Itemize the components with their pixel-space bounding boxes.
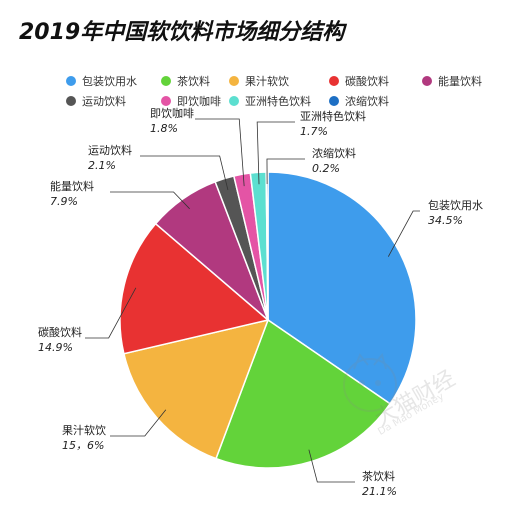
pie-slice xyxy=(119,222,270,355)
legend-label: 包装饮用水 xyxy=(82,75,137,88)
leader-line xyxy=(308,449,355,483)
slice-value-label: 0.2% xyxy=(312,162,340,175)
legend-swatch xyxy=(229,96,239,106)
legend-swatch xyxy=(66,96,76,106)
pie-slice xyxy=(267,171,417,405)
legend-item: 包装饮用水 xyxy=(66,73,137,89)
legend-swatch xyxy=(161,96,171,106)
legend-label: 运动饮料 xyxy=(82,95,126,108)
legend-swatch xyxy=(161,76,171,86)
legend-label: 果汁软饮 xyxy=(245,75,289,88)
legend-item: 果汁软饮 xyxy=(229,73,289,89)
legend-label: 碳酸饮料 xyxy=(345,75,389,88)
slice-name-label: 碳酸饮料 xyxy=(38,325,82,339)
legend-swatch xyxy=(329,96,339,106)
legend-item: 碳酸饮料 xyxy=(329,73,389,89)
legend-swatch xyxy=(229,76,239,86)
slice-value-label: 1.8% xyxy=(150,122,178,135)
slice-value-label: 21.1% xyxy=(362,485,397,498)
slice-value-label: 2.1% xyxy=(88,159,116,172)
slice-name-label: 能量饮料 xyxy=(50,179,94,193)
leader-line xyxy=(266,158,305,185)
legend-swatch xyxy=(422,76,432,86)
slice-value-label: 34.5% xyxy=(428,214,463,227)
leader-line xyxy=(140,155,229,191)
slice-value-label: 15，6% xyxy=(62,439,104,452)
legend-label: 能量饮料 xyxy=(438,75,482,88)
pie-slice xyxy=(215,318,392,469)
legend-swatch xyxy=(66,76,76,86)
pie-slice xyxy=(122,318,270,460)
legend-item: 亚洲特色饮料 xyxy=(229,93,311,109)
slice-value-label: 7.9% xyxy=(50,195,78,208)
legend-item: 能量饮料 xyxy=(422,73,482,89)
legend-item: 运动饮料 xyxy=(66,93,126,109)
leader-line xyxy=(85,287,137,339)
legend-label: 即饮咖啡 xyxy=(177,95,221,108)
chart-title: 2019年中国软饮料市场细分结构 xyxy=(19,20,345,45)
slice-name-label: 亚洲特色饮料 xyxy=(300,109,366,123)
leader-line xyxy=(110,409,167,437)
leader-line xyxy=(110,191,190,210)
legend-label: 亚洲特色饮料 xyxy=(245,95,311,108)
leader-line xyxy=(256,121,295,185)
slice-name-label: 运动饮料 xyxy=(88,143,132,157)
slice-name-label: 包装饮用水 xyxy=(428,199,483,212)
legend-label: 茶饮料 xyxy=(177,75,210,88)
slice-value-label: 14.9% xyxy=(38,341,73,354)
legend-item: 即饮咖啡 xyxy=(161,93,221,109)
slice-name-label: 果汁软饮 xyxy=(62,423,106,437)
legend-item: 浓缩饮料 xyxy=(329,93,389,109)
legend-swatch xyxy=(329,76,339,86)
leader-line xyxy=(387,210,420,257)
legend-item: 茶饮料 xyxy=(161,73,210,89)
slice-name-label: 茶饮料 xyxy=(362,469,395,483)
slice-name-label: 浓缩饮料 xyxy=(312,146,356,160)
legend-label: 浓缩饮料 xyxy=(345,95,389,108)
slice-name-label: 即饮咖啡 xyxy=(150,106,194,120)
slice-value-label: 1.7% xyxy=(300,125,328,138)
leader-line xyxy=(195,118,245,187)
